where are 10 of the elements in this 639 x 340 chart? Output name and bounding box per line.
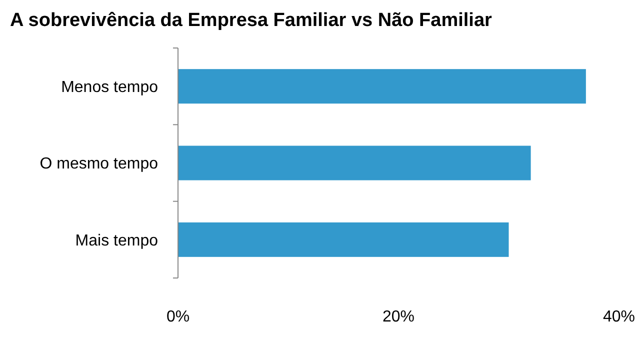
bar [178, 146, 531, 180]
bar [178, 69, 586, 104]
bar [178, 222, 509, 257]
chart-title: A sobrevivência da Empresa Familiar vs Não Familiar [10, 10, 493, 31]
y-tick-label: Menos tempo [61, 78, 158, 96]
x-tick-label: 40% [602, 308, 636, 326]
y-tick-label: O mesmo tempo [40, 156, 158, 173]
y-tick-label: Mais tempo [75, 232, 158, 250]
x-tick-label: 0% [166, 308, 190, 326]
x-tick-label: 20% [382, 308, 415, 326]
